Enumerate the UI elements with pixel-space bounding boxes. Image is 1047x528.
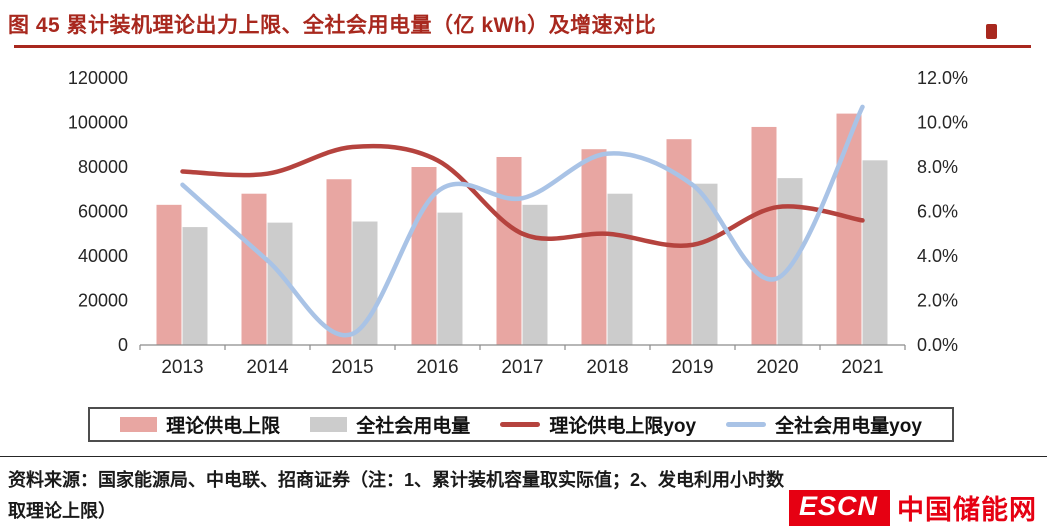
x-axis-label: 2019 [671,357,713,378]
right-axis-tick-label: 8.0% [917,157,958,177]
chart-legend: 理论供电上限 全社会用电量 理论供电上限yoy 全社会用电量yoy [88,407,954,442]
legend-label: 全社会用电量yoy [775,416,922,437]
corner-mark-icon [986,24,997,39]
legend-label: 理论供电上限yoy [549,416,697,437]
escn-logo-box: ESCN [788,489,890,526]
legend-label: 全社会用电量 [356,416,471,437]
chart-header: 图 45 累计装机理论出力上限、全社会用电量（亿 kWh）及增速对比 [0,0,1047,48]
x-axis-label: 2020 [756,357,798,378]
bar-全社会用电量 [862,160,888,345]
bar-全社会用电量 [182,227,208,345]
x-axis-label: 2014 [246,357,289,378]
figure-title: 图 45 累计装机理论出力上限、全社会用电量（亿 kWh）及增速对比 [8,14,657,37]
bar-全社会用电量 [437,212,463,345]
left-axis-tick-label: 40000 [78,246,128,266]
legend-item-supply-cap-yoy: 理论供电上限yoy [500,411,696,438]
title-rule [14,45,1031,48]
bar-理论供电上限 [581,149,607,345]
bar-理论供电上限 [496,156,522,345]
bar-全社会用电量 [777,178,803,345]
source-note: 资料来源：国家能源局、中电联、招商证券（注：1、累计装机容量取实际值；2、发电利… [8,470,785,521]
legend-label: 理论供电上限 [166,416,281,437]
line-全社会用电量yoy [180,104,865,338]
x-axis-label: 2018 [586,357,628,378]
escn-logo: ESCN 中国储能网 [788,488,1037,527]
escn-logo-text: 中国储能网 [897,495,1037,525]
right-axis-tick-label: 4.0% [917,246,958,266]
left-axis-tick-label: 20000 [78,291,128,311]
x-axis-label: 2017 [501,357,543,378]
right-axis-tick-label: 2.0% [917,291,958,311]
footer-divider [0,456,1047,457]
x-axis-label: 2021 [841,357,883,378]
combo-chart: 0 20000 40000 60000 80000 100000 120000 0.0% 2.0… [68,68,968,378]
bar-理论供电上限 [836,113,862,345]
x-axis-label: 2016 [416,357,458,378]
right-axis-tick-label: 10.0% [917,113,968,133]
line-理论供电上限yoy [180,143,865,248]
x-axis-label: 2013 [161,357,203,378]
bar-全社会用电量 [607,193,633,345]
right-axis-tick-label: 6.0% [917,202,958,222]
x-axis-label: 2015 [331,357,373,378]
legend-item-supply-cap: 理论供电上限 [120,411,280,438]
bar-全社会用电量 [522,204,548,345]
legend-item-consumption-yoy: 全社会用电量yoy [726,411,922,438]
left-axis-tick-label: 120000 [68,68,128,88]
legend-swatch-pink-bar [120,417,158,432]
legend-swatch-blue-line [726,422,767,427]
left-axis-tick-label: 0 [118,335,128,355]
left-axis-tick-label: 60000 [78,202,128,222]
left-axis-tick-label: 100000 [68,113,128,133]
legend-swatch-red-line [500,422,541,427]
right-axis-tick-label: 12.0% [917,68,968,88]
bar-理论供电上限 [156,204,182,345]
legend-swatch-gray-bar [310,417,348,432]
left-axis-tick-label: 80000 [78,157,128,177]
legend-item-consumption: 全社会用电量 [310,411,470,438]
bar-理论供电上限 [326,179,352,345]
bar-理论供电上限 [241,193,267,345]
right-axis-tick-label: 0.0% [917,335,958,355]
bar-理论供电上限 [751,126,777,345]
footer: 资料来源：国家能源局、中电联、招商证券（注：1、累计装机容量取实际值；2、发电利… [0,457,1047,528]
